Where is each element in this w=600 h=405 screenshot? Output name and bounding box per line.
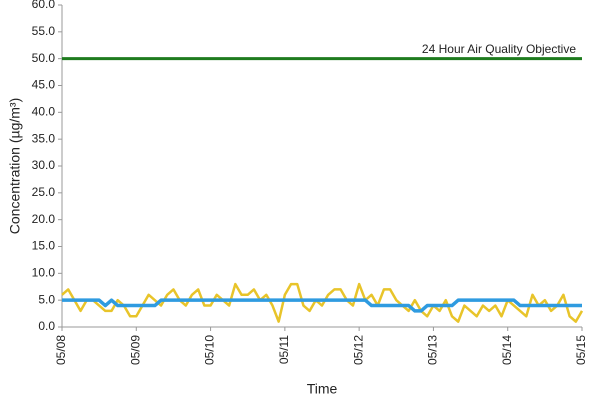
x-tick-label: 05/15 <box>574 335 588 365</box>
series-line <box>61 282 584 323</box>
reference-label: 24 Hour Air Quality Objective <box>422 42 576 56</box>
x-tick-label: 05/11 <box>277 335 291 364</box>
y-tick-label: 5.0 <box>38 292 55 306</box>
x-axis-label: Time <box>307 381 338 397</box>
y-tick-label: 15.0 <box>32 239 56 253</box>
y-tick-label: 30.0 <box>32 158 56 172</box>
x-tick-label: 05/13 <box>426 335 440 365</box>
x-tick-label: 05/10 <box>203 335 217 365</box>
y-tick-label: 50.0 <box>32 51 56 65</box>
y-axis-label: Concentration (µg/m³) <box>7 98 23 234</box>
y-tick-label: 55.0 <box>32 24 56 38</box>
y-tick-label: 35.0 <box>32 131 56 145</box>
y-tick-label: 25.0 <box>32 185 56 199</box>
x-tick-label: 05/09 <box>128 335 142 365</box>
y-tick-label: 0.0 <box>38 319 55 333</box>
x-tick-label: 05/14 <box>500 335 514 365</box>
y-tick-label: 10.0 <box>32 266 56 280</box>
y-tick-label: 20.0 <box>32 212 56 226</box>
x-tick-label: 05/08 <box>54 335 68 365</box>
y-tick-label: 45.0 <box>32 78 56 92</box>
y-tick-label: 40.0 <box>32 105 56 119</box>
series-line <box>62 298 582 313</box>
x-tick-label: 05/12 <box>351 335 365 365</box>
y-tick-label: 60.0 <box>32 0 56 11</box>
